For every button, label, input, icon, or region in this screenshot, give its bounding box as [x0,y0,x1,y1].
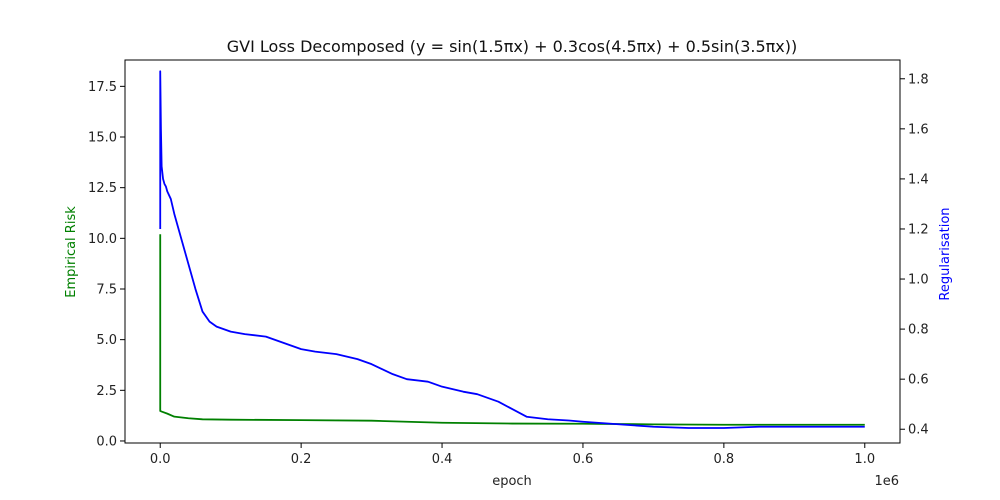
y-right-tick-label: 1.8 [908,72,929,87]
y-left-tick-label: 10.0 [88,232,117,247]
x-axis: 0.0 0.2 0.4 0.6 0.8 1.0 [150,443,875,467]
chart-title: GVI Loss Decomposed (y = sin(1.5πx) + 0.… [227,37,797,56]
y-left-tick-label: 15.0 [88,131,117,146]
y-right-tick-label: 1.2 [908,222,929,237]
y-left-tick-label: 17.5 [88,80,117,95]
x-tick-label: 0.4 [432,452,453,467]
y-left-tick-label: 2.5 [96,384,117,399]
y-left-tick-label: 7.5 [96,282,117,297]
y-left-axis-label: Empirical Risk [64,206,79,298]
y-left-tick-label: 12.5 [88,181,117,196]
plot-frame [124,59,901,444]
y-right-tick-label: 0.6 [908,373,929,388]
y-right-tick-label: 1.0 [908,273,929,288]
y-left-tick-label: 0.0 [96,434,117,449]
series-line-regularisation [159,70,865,429]
x-tick-label: 0.2 [291,452,312,467]
x-axis-scale-label: 1e6 [874,474,899,489]
y-axis-right: 0.4 0.6 0.8 1.0 1.2 1.4 1.6 1.8 [900,72,929,438]
x-tick-label: 0.0 [150,452,171,467]
y-right-tick-label: 0.8 [908,323,929,338]
x-tick-label: 0.8 [714,452,735,467]
y-left-tick-label: 5.0 [96,333,117,348]
x-tick-label: 1.0 [854,452,875,467]
y-right-tick-label: 1.4 [908,172,929,187]
y-right-tick-label: 0.4 [908,423,929,438]
y-right-axis-label: Regularisation [938,207,953,300]
y-right-tick-label: 1.6 [908,122,929,137]
plot-background [125,60,900,443]
y-axis-left: 0.0 2.5 5.0 7.5 10.0 12.5 15.0 17.5 [88,80,125,449]
series-layer [159,70,865,429]
x-axis-label: epoch [492,474,532,489]
x-tick-label: 0.6 [573,452,594,467]
series-line-empirical-risk [159,234,865,426]
